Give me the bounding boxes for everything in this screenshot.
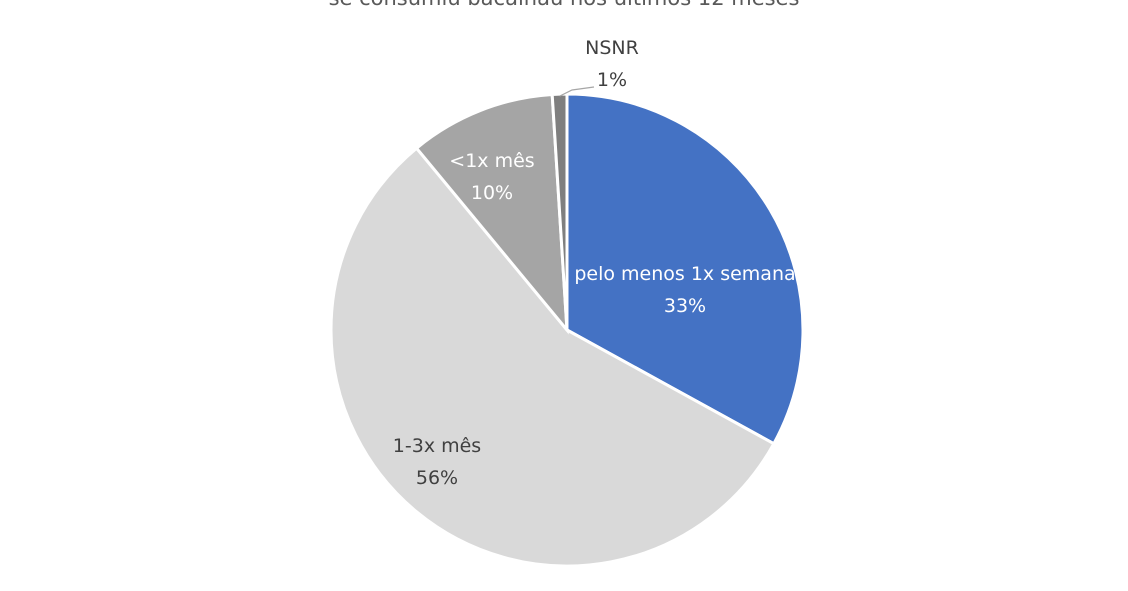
category-label: <1x mês [449, 150, 535, 172]
category-label: NSNR [585, 37, 639, 59]
pie-slice [329, 146, 776, 568]
value-label: 10% [470, 182, 514, 204]
pie-slice [414, 92, 569, 335]
leader-line [559, 86, 595, 97]
category-label: pelo menos 1x semana [574, 263, 796, 285]
category-label: 1-3x mês [392, 435, 482, 457]
pie-slice [565, 92, 805, 446]
slice-label: pelo menos 1x semana 33% [569, 258, 801, 322]
value-label: 33% [663, 295, 707, 317]
pie-slice [550, 92, 569, 331]
slice-label: 1-3x mês 56% [362, 430, 512, 494]
value-label: 1% [596, 69, 628, 91]
value-label: 56% [415, 467, 459, 489]
chart-title: se consumiu bacalhau nos últimos 12 mese… [0, 0, 1128, 10]
slice-label: NSNR 1% [562, 32, 662, 96]
slice-label: <1x mês 10% [417, 145, 567, 209]
